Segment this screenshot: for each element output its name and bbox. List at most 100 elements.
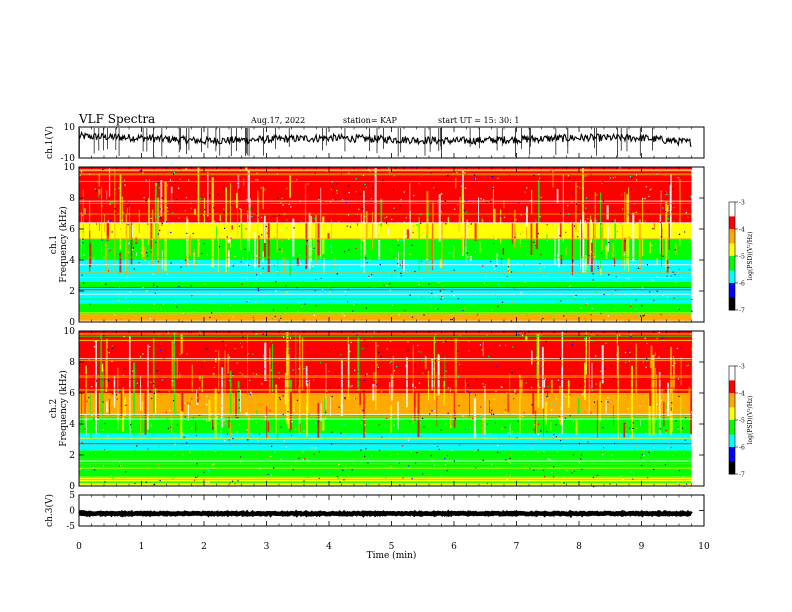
spectrogram-speckle (155, 242, 156, 243)
spectrogram-streak (459, 215, 460, 232)
spectrogram-speckle (330, 288, 331, 289)
spectrogram-speckle (615, 309, 616, 310)
spectrogram-speckle (674, 174, 675, 175)
spectrogram-speckle (412, 319, 413, 320)
spectrogram-speckle (484, 283, 485, 284)
spectrogram-speckle (610, 177, 611, 178)
spectrogram-speckle (158, 447, 159, 448)
spectrogram-speckle (482, 339, 483, 340)
spectrogram-speckle (163, 304, 164, 305)
spectrogram-speckle (442, 287, 443, 288)
spectrogram-speckle (185, 210, 186, 211)
spectrogram-speckle (389, 172, 390, 173)
spectrogram-speckle (364, 339, 365, 340)
spectrogram-speckle (325, 417, 326, 418)
spectrogram-speckle (551, 233, 552, 234)
spectrogram-speckle (412, 245, 413, 246)
spectrogram-speckle (197, 221, 198, 222)
spectrogram-speckle (249, 403, 250, 404)
spectrogram-speckle (394, 270, 395, 271)
spectrogram-speckle (508, 270, 509, 271)
spectrogram-streak (145, 363, 147, 435)
spectrogram-speckle (617, 359, 618, 360)
spectrogram-speckle (569, 399, 570, 400)
colorbar-tick-label: -6 (739, 281, 745, 288)
spectrogram-speckle (665, 192, 666, 193)
spectrogram-streak (649, 364, 651, 406)
spectrogram-streak (228, 250, 230, 267)
spectrogram-speckle (206, 410, 207, 411)
spectrogram-speckle (191, 208, 192, 209)
spectrogram-speckle (439, 201, 440, 202)
spectrogram-speckle (199, 388, 200, 389)
spectrogram-speckle (453, 270, 454, 271)
spectrogram-speckle (535, 245, 536, 246)
spectrogram-speckle (329, 311, 330, 312)
spectrogram-speckle (333, 254, 334, 255)
spectrogram-speckle (685, 334, 686, 335)
spectrogram-speckle (240, 456, 241, 457)
spectrogram-speckle (168, 332, 169, 333)
spectrogram-speckle (633, 422, 634, 423)
spectrogram-speckle (352, 469, 353, 470)
spectrogram-speckle (529, 468, 530, 469)
spectrogram-speckle (153, 274, 154, 275)
spectrogram-speckle (650, 188, 651, 189)
spectrogram-speckle (132, 249, 133, 250)
spectrogram-speckle (222, 341, 223, 342)
spectrogram-speckle (420, 408, 421, 409)
spectrogram-speckle (378, 224, 379, 225)
spectrogram-speckle (685, 417, 686, 418)
spectrogram-speckle (151, 398, 152, 399)
spectrogram-speckle (307, 477, 308, 478)
spectrogram-speckle (482, 364, 483, 365)
spectrogram-speckle (426, 259, 427, 260)
spectrogram-speckle (579, 264, 580, 265)
spectrogram-speckle (670, 244, 671, 245)
spectrogram-speckle (300, 201, 301, 202)
spectrogram-speckle (367, 462, 368, 463)
spectrogram-speckle (107, 435, 108, 436)
spectrogram-speckle (399, 396, 400, 397)
spectrogram-streak (309, 379, 310, 411)
spectrogram-speckle (245, 228, 246, 229)
spectrogram-speckle (454, 209, 455, 210)
spectrogram-speckle (321, 481, 322, 482)
spectrogram-speckle (551, 317, 552, 318)
spectrogram-speckle (603, 200, 604, 201)
spectrogram-speckle (510, 454, 511, 455)
spectrogram-streak (155, 406, 156, 408)
spectrogram-speckle (339, 268, 340, 269)
spectrogram-speckle (686, 212, 687, 213)
spectrogram-speckle (523, 412, 524, 413)
spectrogram-speckle (257, 444, 258, 445)
spectrogram-speckle (290, 337, 291, 338)
spectrogram-speckle (569, 394, 570, 395)
spectrogram-speckle (630, 375, 631, 376)
spectrogram-speckle (185, 168, 186, 169)
spectrogram-speckle (553, 438, 554, 439)
spectrogram-speckle (114, 271, 115, 272)
colorbar-tick-label: -6 (739, 445, 745, 452)
spectrogram-speckle (386, 185, 387, 186)
spectrogram-speckle (413, 373, 414, 374)
spectrogram-speckle (536, 357, 537, 358)
spectrogram-speckle (255, 422, 256, 423)
spectrogram-speckle (365, 375, 366, 376)
spectrogram-speckle (112, 201, 113, 202)
spectrogram-streak (601, 223, 603, 250)
spectrogram-speckle (276, 271, 277, 272)
spectrogram-band (79, 450, 692, 458)
spectrogram-speckle (470, 427, 471, 428)
spectrogram-speckle (579, 187, 580, 188)
spectrogram-streak (656, 374, 657, 418)
spectrogram-streak (324, 258, 325, 273)
spectrogram-speckle (258, 217, 259, 218)
spectrogram-speckle (292, 370, 293, 371)
spectrogram-speckle (84, 428, 85, 429)
spectrogram-streak (531, 351, 532, 365)
spectrogram-speckle (560, 301, 561, 302)
spectrogram-speckle (518, 202, 519, 203)
spectrogram-speckle (149, 346, 150, 347)
spectrogram-speckle (691, 299, 692, 300)
